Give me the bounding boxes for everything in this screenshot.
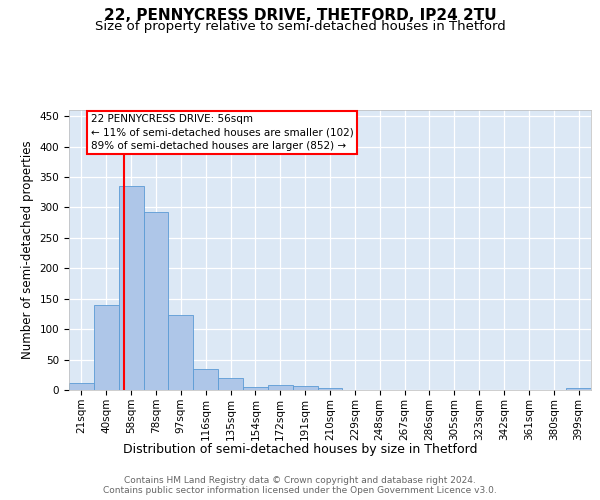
Bar bbox=[119, 186, 143, 390]
Text: Size of property relative to semi-detached houses in Thetford: Size of property relative to semi-detach… bbox=[95, 20, 505, 33]
Bar bbox=[169, 315, 193, 390]
Bar bbox=[143, 212, 169, 390]
Bar bbox=[566, 388, 591, 390]
Bar bbox=[268, 385, 293, 390]
Text: 22 PENNYCRESS DRIVE: 56sqm
← 11% of semi-detached houses are smaller (102)
89% o: 22 PENNYCRESS DRIVE: 56sqm ← 11% of semi… bbox=[91, 114, 353, 150]
Bar bbox=[193, 368, 218, 390]
Bar bbox=[94, 305, 119, 390]
Text: Contains HM Land Registry data © Crown copyright and database right 2024.
Contai: Contains HM Land Registry data © Crown c… bbox=[103, 476, 497, 495]
Text: Distribution of semi-detached houses by size in Thetford: Distribution of semi-detached houses by … bbox=[123, 442, 477, 456]
Bar bbox=[69, 382, 94, 390]
Bar bbox=[218, 378, 243, 390]
Bar bbox=[317, 388, 343, 390]
Y-axis label: Number of semi-detached properties: Number of semi-detached properties bbox=[21, 140, 34, 360]
Bar bbox=[243, 387, 268, 390]
Text: 22, PENNYCRESS DRIVE, THETFORD, IP24 2TU: 22, PENNYCRESS DRIVE, THETFORD, IP24 2TU bbox=[104, 8, 496, 22]
Bar bbox=[293, 386, 317, 390]
